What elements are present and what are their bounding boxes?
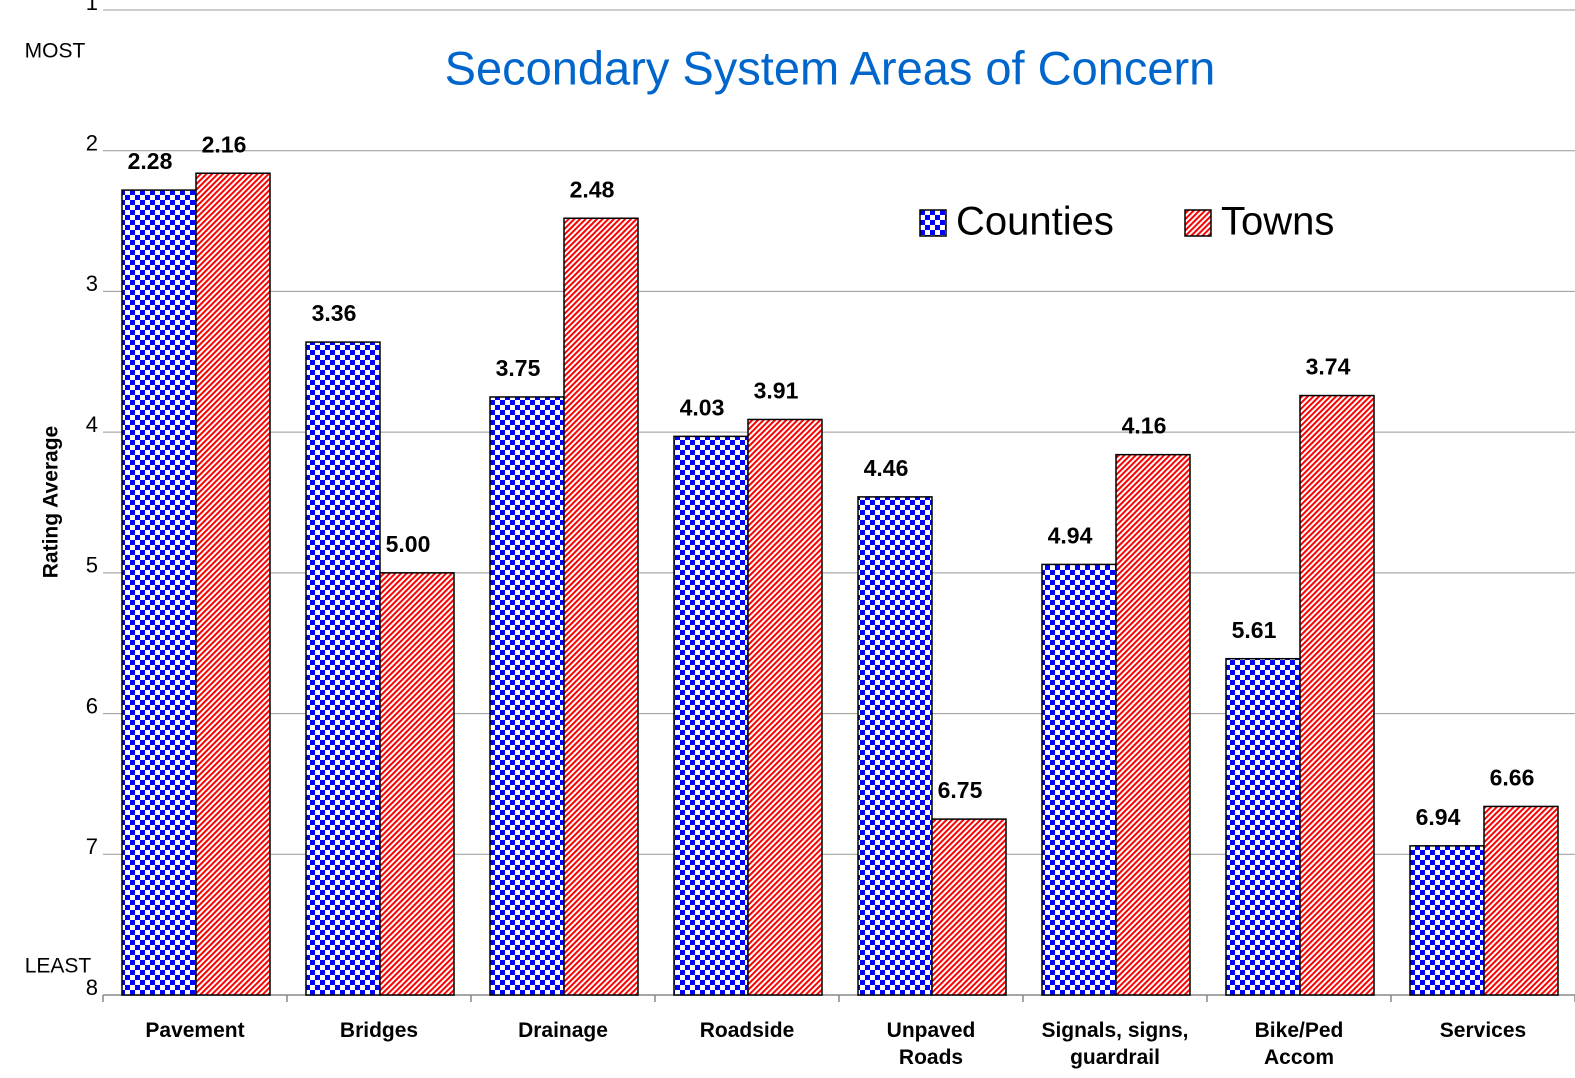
x-tick-label: Pavement	[145, 1019, 245, 1042]
data-label: 4.16	[1122, 413, 1167, 439]
x-tick-label: Bridges	[339, 1019, 419, 1042]
bar	[563, 217, 639, 996]
legend-label: Counties	[956, 200, 1114, 244]
bar	[931, 818, 1007, 996]
data-label: 5.00	[386, 531, 431, 557]
data-label: 6.94	[1416, 804, 1461, 830]
data-label: 4.46	[864, 455, 909, 481]
x-tick-label: Services	[1439, 1019, 1527, 1042]
bar	[121, 189, 197, 996]
y-tick-label: 6	[86, 693, 98, 718]
legend-swatch	[1184, 209, 1212, 237]
y-tick-label: 5	[86, 553, 98, 578]
bar	[747, 418, 823, 996]
bar	[1409, 845, 1485, 996]
x-tick-label: Unpaved Roads	[886, 1019, 976, 1069]
data-label: 5.61	[1232, 617, 1277, 643]
data-label: 2.48	[570, 176, 615, 202]
top-annotation: MOST	[25, 40, 86, 63]
legend-swatch	[919, 209, 947, 237]
y-tick-label: 2	[86, 131, 98, 156]
bar	[673, 435, 749, 996]
bar	[489, 396, 565, 996]
y-tick-label: 7	[86, 834, 98, 859]
y-tick-label: 1	[86, 0, 98, 15]
bar	[195, 172, 271, 996]
data-label: 4.94	[1048, 522, 1093, 548]
y-tick-label: 8	[86, 975, 98, 1000]
y-tick-label: 3	[86, 271, 98, 296]
bar	[1041, 563, 1117, 996]
bottom-annotation: LEAST	[25, 955, 92, 978]
bar	[305, 341, 381, 996]
bar	[379, 572, 455, 996]
x-tick-label: Roadside	[699, 1019, 795, 1042]
x-tick-label: Bike/Ped Accom	[1254, 1019, 1344, 1069]
y-axis-label: Rating Average	[40, 426, 63, 579]
x-tick-label: Signals, signs, guardrail	[1041, 1019, 1189, 1069]
bar	[1483, 805, 1559, 996]
bar	[1115, 453, 1191, 996]
bar	[1225, 657, 1301, 996]
data-label: 3.75	[496, 355, 541, 381]
data-label: 4.03	[680, 394, 725, 420]
data-label: 3.74	[1306, 354, 1351, 380]
data-label: 2.28	[128, 148, 173, 174]
y-tick-label: 4	[86, 412, 98, 437]
bar	[857, 496, 933, 996]
data-label: 3.91	[754, 378, 799, 404]
data-label: 3.36	[312, 300, 357, 326]
legend-label: Towns	[1221, 200, 1334, 244]
data-label: 6.75	[938, 777, 983, 803]
data-label: 2.16	[202, 131, 247, 157]
x-tick-label: Drainage	[518, 1019, 608, 1042]
chart-title: Secondary System Areas of Concern	[445, 41, 1216, 94]
bar	[1299, 394, 1375, 996]
data-label: 6.66	[1490, 765, 1535, 791]
